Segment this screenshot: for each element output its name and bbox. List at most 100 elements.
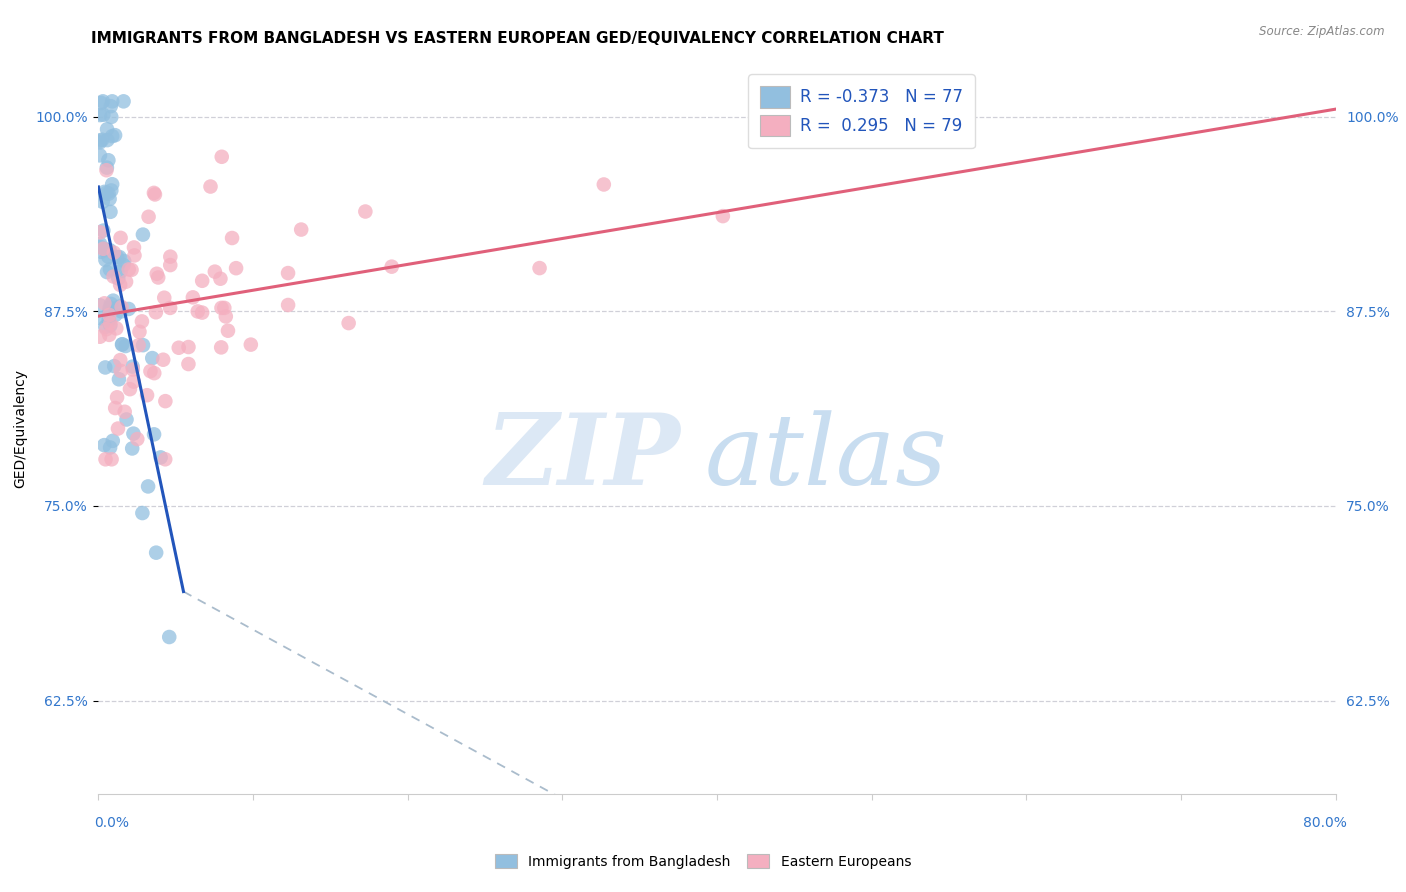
Point [108, 300, 131, 314]
Point [111, 337, 134, 351]
Point [177, 357, 200, 371]
Point [97, 153, 120, 168]
Point [108, 372, 131, 386]
Point [94, 252, 117, 267]
Point [89, 236, 111, 251]
Point [110, 231, 132, 245]
Point [89, 148, 111, 162]
Point [121, 263, 143, 277]
Point [118, 382, 141, 396]
Point [91, 95, 114, 109]
Point [157, 630, 180, 644]
Point [155, 452, 177, 467]
Point [155, 394, 177, 409]
Point [101, 178, 124, 192]
Point [214, 301, 236, 315]
Point [142, 186, 165, 200]
Point [337, 316, 360, 330]
Point [98, 441, 121, 455]
Point [592, 178, 614, 192]
Point [108, 277, 131, 292]
Point [115, 412, 138, 426]
Legend: Immigrants from Bangladesh, Eastern Europeans: Immigrants from Bangladesh, Eastern Euro… [489, 848, 917, 874]
Point [153, 291, 176, 305]
Point [100, 297, 122, 311]
Point [143, 187, 166, 202]
Point [221, 231, 243, 245]
Point [98, 318, 121, 333]
Point [90, 244, 112, 259]
Point [209, 340, 232, 354]
Point [93, 438, 115, 452]
Text: 80.0%: 80.0% [1303, 816, 1347, 830]
Point [187, 304, 209, 318]
Point [98, 192, 121, 206]
Point [138, 210, 160, 224]
Point [100, 452, 122, 467]
Point [211, 150, 233, 164]
Point [143, 366, 166, 380]
Point [100, 204, 122, 219]
Point [108, 250, 131, 264]
Point [103, 245, 125, 260]
Point [121, 359, 143, 374]
Point [96, 163, 118, 178]
Point [100, 184, 122, 198]
Point [104, 401, 127, 415]
Point [124, 248, 146, 262]
Point [121, 442, 143, 456]
Point [110, 353, 132, 368]
Point [145, 305, 167, 319]
Point [89, 134, 111, 148]
Point [152, 352, 174, 367]
Point [89, 225, 111, 239]
Point [191, 305, 214, 319]
Point [114, 339, 136, 353]
Point [97, 313, 120, 327]
Point [277, 298, 299, 312]
Point [112, 258, 135, 272]
Point [354, 204, 377, 219]
Point [93, 242, 115, 256]
Point [277, 266, 299, 280]
Point [103, 269, 125, 284]
Legend: R = -0.373   N = 77, R =  0.295   N = 79: R = -0.373 N = 77, R = 0.295 N = 79 [748, 74, 974, 148]
Point [90, 311, 112, 326]
Point [141, 351, 163, 365]
Point [94, 360, 117, 375]
Point [131, 506, 153, 520]
Point [191, 274, 214, 288]
Point [200, 179, 222, 194]
Point [91, 194, 114, 209]
Point [104, 128, 127, 143]
Point [225, 261, 247, 276]
Point [209, 271, 232, 285]
Point [239, 337, 262, 351]
Point [98, 304, 121, 318]
Point [159, 258, 181, 272]
Point [93, 185, 115, 199]
Point [217, 324, 239, 338]
Point [91, 242, 114, 256]
Point [204, 265, 226, 279]
Point [110, 364, 132, 378]
Point [96, 122, 118, 136]
Point [122, 240, 145, 254]
Point [114, 405, 136, 419]
Point [90, 95, 112, 110]
Point [105, 250, 128, 264]
Point [89, 329, 111, 343]
Point [96, 161, 118, 175]
Point [89, 136, 111, 150]
Point [105, 321, 128, 335]
Point [98, 308, 121, 322]
Point [107, 271, 129, 285]
Point [93, 224, 115, 238]
Point [128, 325, 150, 339]
Point [136, 388, 159, 402]
Point [101, 434, 124, 448]
Point [711, 209, 734, 223]
Point [112, 95, 135, 109]
Point [101, 293, 124, 308]
Point [115, 275, 138, 289]
